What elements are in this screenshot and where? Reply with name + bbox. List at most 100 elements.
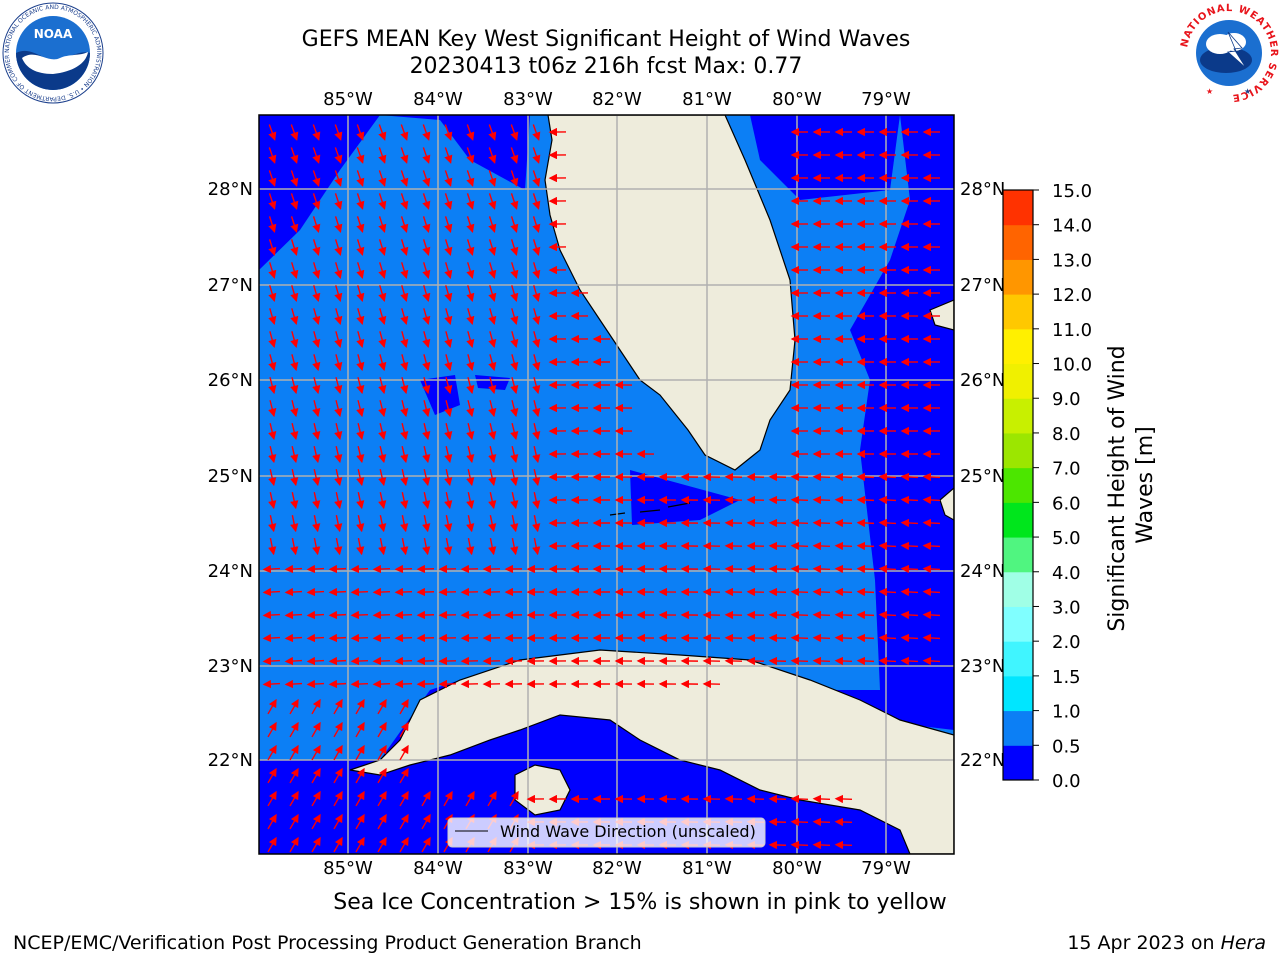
wave-arrow <box>372 679 391 689</box>
wave-arrow <box>444 538 453 556</box>
wave-arrow <box>356 492 365 510</box>
wave-arrow <box>510 515 519 533</box>
wave-arrow <box>487 790 497 807</box>
wave-arrow <box>268 538 277 556</box>
wave-arrow <box>532 147 541 164</box>
lat-label-left: 26°N <box>208 370 253 391</box>
lon-label-top: 84°W <box>413 89 463 110</box>
wave-arrow <box>268 239 277 256</box>
wave-arrow <box>790 794 809 804</box>
wave-arrow <box>834 794 853 804</box>
wave-arrow <box>400 377 409 395</box>
wave-arrow <box>510 239 519 256</box>
wave-arrow <box>856 541 875 551</box>
wave-arrow <box>466 377 475 395</box>
wave-arrow <box>378 377 387 395</box>
wave-arrow <box>333 813 343 830</box>
wave-arrow <box>268 124 277 141</box>
wave-arrow <box>312 354 321 372</box>
wave-arrow <box>394 679 413 689</box>
colorbar-frame <box>1002 189 1034 781</box>
lat-label-left: 23°N <box>208 656 253 677</box>
wave-arrow <box>488 331 497 349</box>
wave-arrow <box>812 794 831 804</box>
wave-arrow <box>421 836 431 853</box>
wave-arrow <box>268 331 277 349</box>
wave-arrow <box>312 469 321 487</box>
wave-arrow <box>290 170 299 187</box>
wave-arrow <box>290 423 299 441</box>
wave-arrow <box>421 813 431 830</box>
wave-arrow <box>312 446 321 464</box>
wave-arrow <box>510 147 519 164</box>
wave-arrow <box>900 587 919 597</box>
wave-arrow <box>267 813 277 830</box>
sea-ice-note: Sea Ice Concentration > 15% is shown in … <box>333 890 947 915</box>
wave-arrow <box>399 721 409 738</box>
wave-arrow <box>422 423 431 441</box>
wave-arrow <box>378 515 387 533</box>
wave-arrow <box>356 170 365 187</box>
wind-wave-arrows <box>262 124 941 853</box>
colorbar: 0.0 0.5 1.0 1.5 2.0 3.0 4.0 5.0 6.0 7.0 8.0 9.0 10.0… <box>1002 181 1092 792</box>
wave-arrow <box>262 610 281 620</box>
wave-arrow <box>422 469 431 487</box>
colorbar-tick-label: 13.0 <box>1052 250 1092 271</box>
wave-arrow <box>372 610 391 620</box>
wave-arrow <box>350 679 369 689</box>
lat-label-right: 22°N <box>960 750 1005 771</box>
nws-logo: NATIONAL WEATHER SERVICE ★ ★ <box>1179 3 1279 103</box>
wave-arrow <box>900 633 919 643</box>
wave-arrow <box>510 170 519 187</box>
svg-text:★: ★ <box>1244 87 1251 96</box>
wave-arrow <box>532 331 541 349</box>
wave-arrow <box>532 354 541 372</box>
colorbar-tick-label: 9.0 <box>1052 389 1081 410</box>
wave-arrow <box>900 472 919 482</box>
wave-arrow <box>488 216 497 233</box>
wave-arrow <box>267 698 277 715</box>
wave-arrow <box>356 354 365 372</box>
wave-arrow <box>488 446 497 464</box>
wave-arrow <box>400 262 409 279</box>
wave-arrow <box>510 308 519 326</box>
colorbar-tick-label: 0.5 <box>1052 736 1081 757</box>
chart-title: GEFS MEAN Key West Significant Height of… <box>301 27 911 52</box>
wave-arrow <box>422 377 431 395</box>
wave-arrow <box>372 633 391 643</box>
wave-arrow <box>290 446 299 464</box>
wave-arrow <box>290 308 299 326</box>
wave-arrow <box>812 472 831 482</box>
wave-arrow <box>328 656 347 666</box>
colorbar-segment <box>1003 641 1033 677</box>
wave-arrow <box>422 538 431 556</box>
wave-arrow <box>334 216 343 233</box>
lat-label-left: 25°N <box>208 466 253 487</box>
wave-arrow <box>356 262 365 279</box>
wave-arrow <box>444 308 453 326</box>
wave-arrow <box>790 541 809 551</box>
wave-arrow <box>290 538 299 556</box>
lon-label-top: 85°W <box>323 89 373 110</box>
wave-arrow <box>311 698 321 715</box>
wave-arrow <box>378 239 387 256</box>
wave-arrow <box>290 285 299 303</box>
wave-arrow <box>333 698 343 715</box>
wave-arrow <box>356 400 365 418</box>
wave-arrow <box>400 446 409 464</box>
wave-arrow <box>378 400 387 418</box>
wave-arrow <box>488 262 497 279</box>
wave-arrow <box>312 193 321 210</box>
wave-arrow <box>790 840 809 850</box>
wave-arrow <box>289 698 299 715</box>
wave-arrow <box>378 308 387 326</box>
wave-arrow <box>290 216 299 233</box>
wave-arrow <box>378 216 387 233</box>
wave-arrow <box>378 124 387 141</box>
wave-arrow <box>856 633 875 643</box>
wave-arrow <box>532 262 541 279</box>
wave-arrow <box>334 538 343 556</box>
wave-arrow <box>532 377 541 395</box>
wave-arrow <box>306 679 325 689</box>
wave-arrow <box>922 541 941 551</box>
